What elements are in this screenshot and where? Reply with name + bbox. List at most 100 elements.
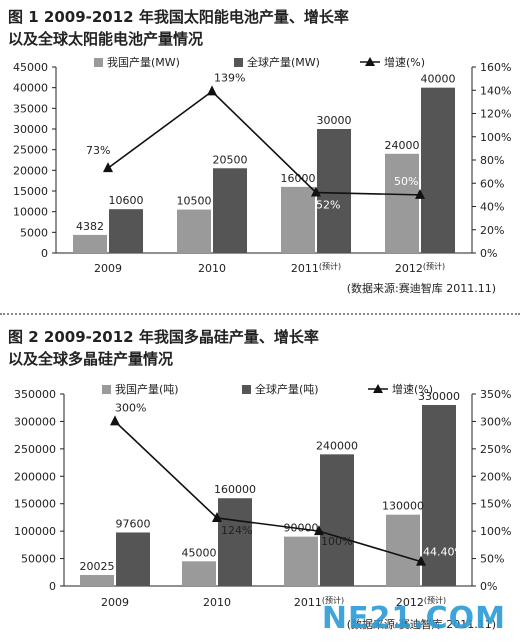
chart1-growth-label: 73% <box>86 144 110 157</box>
chart2-bar-global <box>320 454 354 586</box>
chart1-title: 图 1 2009-2012 年我国太阳能电池产量、增长率 以及全球太阳能电池产量… <box>8 6 349 50</box>
chart2-ytick-label: 200000 <box>14 470 56 483</box>
chart2-y2tick-label: 350% <box>480 388 511 401</box>
chart2-bar-global-label: 160000 <box>214 483 256 496</box>
chart2-bar-domestic-label: 130000 <box>382 500 424 513</box>
chart1-legend-swatch-global <box>234 58 243 67</box>
chart1-y2tick-label: 80% <box>480 154 504 167</box>
chart1-legend-domestic: 我国产量(MW) <box>107 55 180 69</box>
chart1-ytick-label: 5000 <box>20 226 48 239</box>
chart1-category-label: 2012(预计) <box>395 261 445 275</box>
chart1-growth-point <box>103 162 113 173</box>
chart2-legend-growth: 增速(%) <box>392 382 433 396</box>
chart1-growth-point <box>311 186 321 197</box>
chart1-ytick-label: 35000 <box>13 102 48 115</box>
chart1-growth-point <box>415 188 425 199</box>
chart1-growth-line <box>107 90 421 196</box>
ne21-watermark-logo: NE21.COM <box>321 601 506 636</box>
chart2-growth-label: 124% <box>221 524 252 537</box>
chart2-bar-domestic <box>284 536 318 586</box>
chart1-bar-domestic-label: 4382 <box>76 220 104 233</box>
chart2-growth-line <box>114 420 422 563</box>
chart1-y2tick-label: 0% <box>480 247 497 260</box>
chart2-bar-domestic <box>386 514 420 586</box>
chart2-growth-label: 44.40% <box>423 546 465 559</box>
chart1-bar-global <box>109 209 143 253</box>
chart1-y2tick-label: 60% <box>480 177 504 190</box>
chart1-bar-global-label: 10600 <box>109 194 144 207</box>
chart2-y2tick-label: 100% <box>480 525 511 538</box>
chart2-ytick-label: 0 <box>49 580 56 593</box>
chart1-category-label: 2010 <box>198 262 226 275</box>
chart2-ytick-label: 50000 <box>21 553 56 566</box>
chart1-bar-domestic <box>73 234 107 253</box>
chart2-legend-domestic: 我国产量(吨) <box>115 382 179 396</box>
chart2-growth-point <box>110 415 120 426</box>
chart1-bar-domestic <box>281 186 315 253</box>
chart2-title-line1: 图 2 2009-2012 年我国多晶硅产量、增长率 <box>8 328 319 346</box>
chart2-y2tick-label: 300% <box>480 415 511 428</box>
chart1-growth-point <box>207 85 217 96</box>
chart2-bar-domestic-label: 20025 <box>80 560 115 573</box>
chart1-y2tick-label: 120% <box>480 108 511 121</box>
chart2-bar-global-label: 330000 <box>418 390 460 403</box>
chart2-y2tick-label: 250% <box>480 443 511 456</box>
chart2-legend-marker <box>373 384 383 393</box>
chart2-ytick-label: 300000 <box>14 415 56 428</box>
chart2-y2tick-label: 200% <box>480 470 511 483</box>
chart2-bar-global <box>218 498 252 586</box>
chart1-bar-domestic <box>177 209 211 253</box>
chart1-bar-global <box>421 87 455 254</box>
chart2-legend-swatch-domestic <box>102 385 111 394</box>
chart1-ytick-label: 20000 <box>13 164 48 177</box>
chart1-bar-global-label: 20500 <box>213 153 248 166</box>
chart1-y2tick-label: 40% <box>480 201 504 214</box>
section-divider <box>0 313 520 315</box>
chart2-bar-global <box>422 404 456 586</box>
chart2-ytick-label: 100000 <box>14 525 56 538</box>
chart2-bar-domestic <box>80 575 114 586</box>
chart2-title: 图 2 2009-2012 年我国多晶硅产量、增长率 以及全球多晶硅产量情况 <box>8 326 319 370</box>
chart1-bar-domestic-label: 10500 <box>177 195 212 208</box>
chart2-bar-global-label: 240000 <box>316 439 358 452</box>
chart1-legend-growth: 增速(%) <box>384 55 425 69</box>
chart2-bar-domestic-label: 45000 <box>182 546 217 559</box>
chart1-bar-global <box>213 168 247 253</box>
chart1-ytick-label: 15000 <box>13 185 48 198</box>
chart2-category-label: 2010 <box>203 596 231 609</box>
chart1-category-label: 2009 <box>94 262 122 275</box>
chart1-ytick-label: 45000 <box>13 61 48 74</box>
chart2-bar-global <box>116 532 150 586</box>
chart2-ytick-label: 250000 <box>14 443 56 456</box>
chart1-y2tick-label: 100% <box>480 131 511 144</box>
chart1-y2tick-label: 20% <box>480 224 504 237</box>
chart2-source: (数据来源:赛迪智库 2011.11) <box>347 617 496 631</box>
chart2-bar-domestic <box>182 561 216 586</box>
chart1-legend-marker <box>365 57 375 66</box>
chart2-category-label: 2009 <box>101 596 129 609</box>
chart1-y2tick-label: 140% <box>480 84 511 97</box>
chart2-title-line2: 以及全球多晶硅产量情况 <box>8 350 174 368</box>
chart1-ytick-label: 30000 <box>13 123 48 136</box>
chart2-y2tick-label: 0% <box>480 580 497 593</box>
chart1-category-label: 2011(预计) <box>291 261 341 275</box>
chart2-growth-point <box>314 525 324 536</box>
chart2-legend-swatch-global <box>242 385 251 394</box>
chart1-bar-global-label: 40000 <box>421 73 456 86</box>
chart1-source: (数据来源:赛迪智库 2011.11) <box>347 281 496 295</box>
chart1-ytick-label: 40000 <box>13 82 48 95</box>
chart1-growth-label: 139% <box>214 71 245 84</box>
chart1-growth-label: 50% <box>394 175 418 188</box>
chart1-bar-global-label: 30000 <box>317 114 352 127</box>
chart2-ytick-label: 350000 <box>14 388 56 401</box>
chart2-growth-label: 300% <box>115 401 146 414</box>
chart1-growth-label: 52% <box>316 199 340 212</box>
chart1-ytick-label: 25000 <box>13 144 48 157</box>
chart2-y2tick-label: 150% <box>480 498 511 511</box>
chart2-bar-global-label: 97600 <box>116 517 151 530</box>
chart1-title-line2: 以及全球太阳能电池产量情况 <box>8 30 204 48</box>
chart1-bar-domestic <box>385 153 419 253</box>
chart1-bar-global <box>317 129 351 253</box>
chart2-growth-point <box>212 511 222 522</box>
chart1-svg: 0 5000 10000 15000 20000 25000 30000 35000 40000… <box>13 55 511 295</box>
